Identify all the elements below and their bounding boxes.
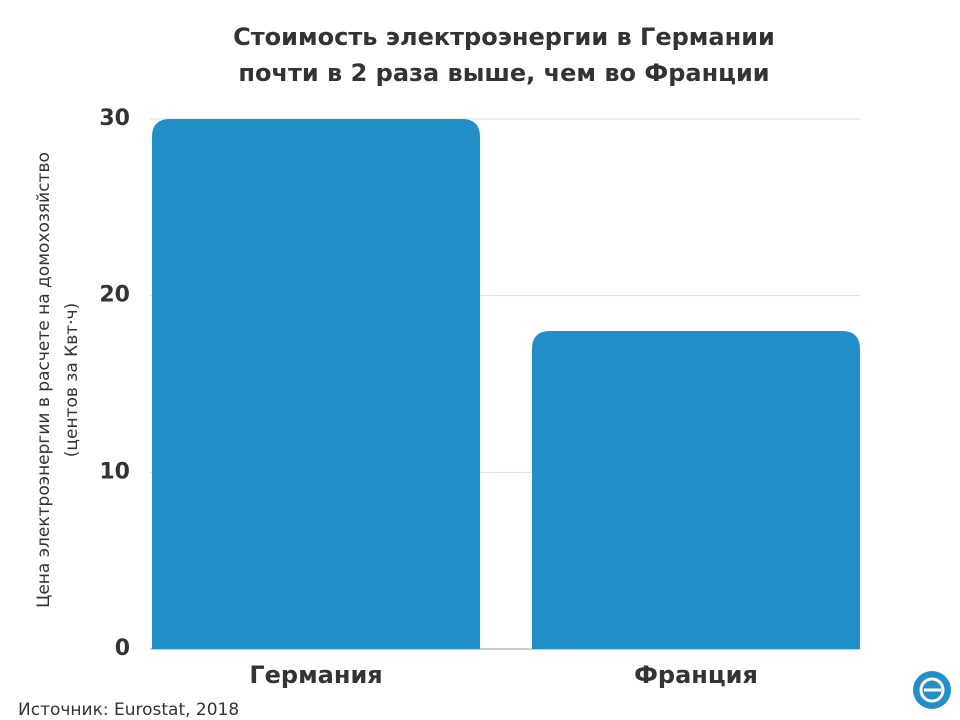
bar (532, 331, 860, 649)
bar (152, 119, 480, 649)
x-tick-label: Франция (634, 661, 758, 689)
y-tick-label: 10 (99, 459, 130, 484)
y-tick-label: 20 (99, 283, 130, 308)
logo (913, 671, 951, 709)
chart-title: Стоимость электроэнергии в Германии (233, 23, 775, 51)
y-tick-label: 30 (99, 106, 130, 131)
chart-title: почти в 2 раза выше, чем во Франции (238, 59, 769, 87)
y-axis-label: (центов за Квт·ч) (62, 303, 82, 457)
y-tick-label: 0 (115, 636, 130, 661)
x-tick-label: Германия (249, 661, 382, 689)
source: Источник: Eurostat, 2018 (18, 700, 239, 720)
y-axis-label: Цена электроэнергии в расчете на домохоз… (34, 152, 54, 608)
